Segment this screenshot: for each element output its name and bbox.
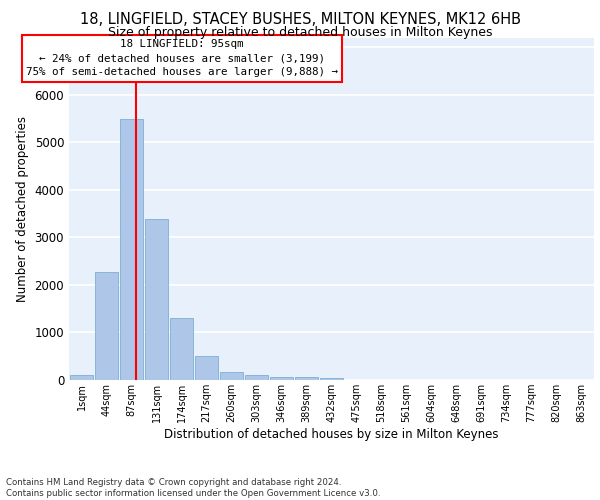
Bar: [95, 272, 118, 380]
X-axis label: Distribution of detached houses by size in Milton Keynes: Distribution of detached houses by size …: [164, 428, 499, 441]
Bar: [145, 219, 168, 380]
Text: 18, LINGFIELD, STACEY BUSHES, MILTON KEYNES, MK12 6HB: 18, LINGFIELD, STACEY BUSHES, MILTON KEY…: [79, 12, 521, 28]
Bar: [70, 375, 93, 380]
Bar: [220, 372, 243, 380]
Text: 18 LINGFIELD: 95sqm
← 24% of detached houses are smaller (3,199)
75% of semi-det: 18 LINGFIELD: 95sqm ← 24% of detached ho…: [26, 39, 338, 77]
Text: Contains HM Land Registry data © Crown copyright and database right 2024.
Contai: Contains HM Land Registry data © Crown c…: [6, 478, 380, 498]
Bar: [120, 120, 143, 380]
Text: Size of property relative to detached houses in Milton Keynes: Size of property relative to detached ho…: [108, 26, 492, 39]
Bar: [170, 318, 193, 380]
Bar: [245, 376, 268, 380]
Bar: [320, 378, 343, 380]
Y-axis label: Number of detached properties: Number of detached properties: [16, 116, 29, 302]
Bar: [295, 377, 318, 380]
Bar: [195, 356, 218, 380]
Bar: [270, 376, 293, 380]
